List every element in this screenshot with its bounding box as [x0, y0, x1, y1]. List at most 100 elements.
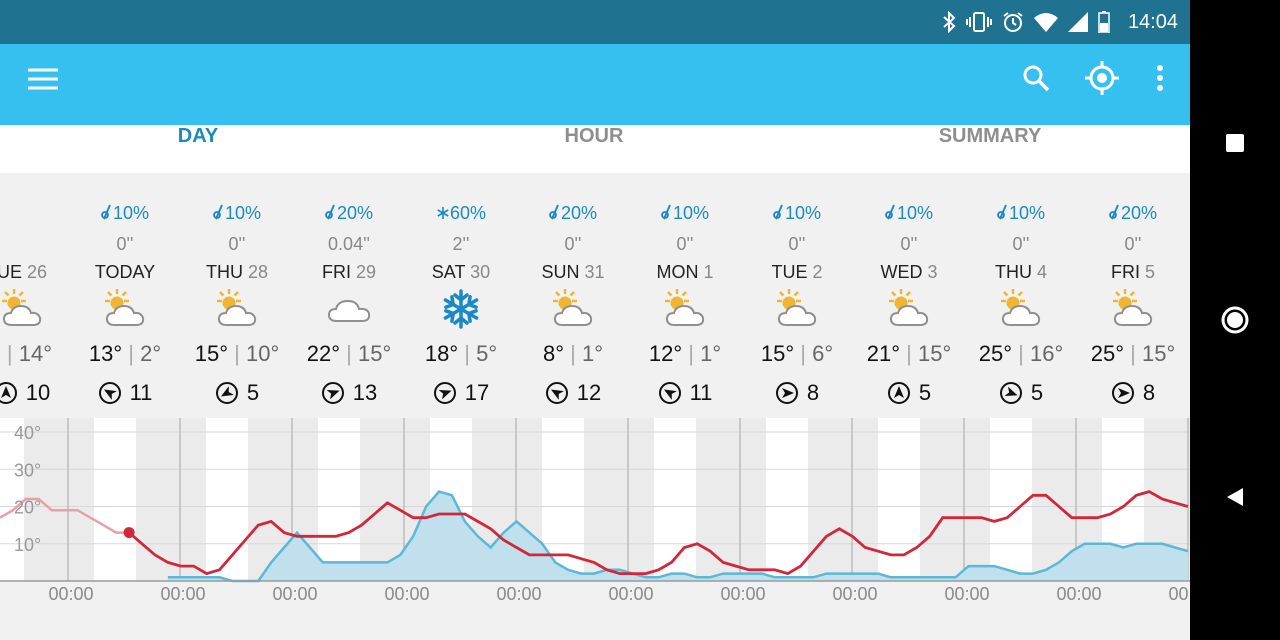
search-button[interactable]	[1016, 58, 1056, 98]
partly-cloudy-icon	[1109, 287, 1157, 331]
precip-amount: 0''	[900, 234, 918, 254]
vibrate-icon	[965, 11, 992, 33]
day-label: MON 1	[629, 262, 741, 283]
day-label: FRI 29	[293, 262, 405, 283]
partly-cloudy-icon	[549, 287, 597, 331]
day-name: MON	[656, 262, 699, 282]
wind-direction-icon	[321, 381, 345, 405]
wind-info: 5	[181, 380, 293, 406]
temp-low: 15°	[1141, 341, 1176, 366]
precip-amount: 0''	[1012, 234, 1030, 254]
x-tick-label: 00:00	[944, 584, 989, 604]
temp-low: 15°	[357, 341, 392, 366]
precip-chance-value: 10%	[784, 203, 822, 223]
cloudy-icon	[325, 287, 373, 331]
precip-chance-value: 20%	[336, 203, 374, 223]
more-options-button[interactable]	[1148, 58, 1172, 98]
temp-range: 21° | 15°	[853, 341, 965, 367]
y-tick-label: 20°	[14, 498, 41, 518]
wind-direction-icon	[0, 381, 18, 405]
partly-cloudy-icon	[997, 287, 1045, 331]
locate-button[interactable]	[1082, 58, 1122, 98]
day-name: TODAY	[94, 262, 156, 282]
temp-low: 14°	[18, 341, 53, 366]
app-bar	[0, 44, 1190, 125]
partly-cloudy-icon	[0, 287, 46, 331]
temp-low: 5°	[476, 341, 498, 366]
y-tick-label: 30°	[14, 460, 41, 480]
wind-direction-icon	[1111, 381, 1135, 405]
partly-cloudy-icon	[213, 287, 261, 331]
precip-chance-value: 10%	[1008, 203, 1046, 223]
home-button[interactable]	[1215, 300, 1255, 340]
temp-low: 1°	[700, 341, 722, 366]
day-label: THU 28	[181, 262, 293, 283]
temp-high: 8°	[542, 341, 565, 366]
day-number: 1	[703, 262, 714, 282]
menu-button[interactable]	[26, 62, 60, 96]
precip-chance: 20%	[517, 203, 629, 224]
day-number: 29	[355, 262, 377, 282]
night-band	[584, 418, 654, 581]
temp-high: 25°	[978, 341, 1013, 366]
precip-chance-value: 20%	[1120, 203, 1158, 223]
day-name: THU	[994, 262, 1032, 282]
precip-amount: 0''	[788, 234, 806, 254]
temp-high: 21°	[866, 341, 901, 366]
wind-speed: 5	[918, 380, 932, 405]
precip-amount: 0''	[116, 234, 134, 254]
day-name: WED	[880, 262, 923, 282]
precip-chance: 10%	[965, 203, 1077, 224]
wind-direction-icon	[545, 381, 569, 405]
rain-drop-icon	[1109, 203, 1121, 223]
day-name: FRI	[321, 262, 351, 282]
wind-direction-icon	[98, 381, 122, 405]
wind-speed: 8	[806, 380, 820, 405]
temp-high: 13°	[88, 341, 123, 366]
now-marker	[123, 527, 135, 539]
day-label: TODAY	[69, 262, 181, 283]
temp-low: 6°	[812, 341, 834, 366]
precip-amount: 0''	[1124, 234, 1142, 254]
wind-info: 17	[405, 380, 517, 406]
temp-range: 18° | 5°	[405, 341, 517, 367]
night-band	[808, 418, 878, 581]
wind-speed: 11	[129, 380, 153, 405]
rain-drop-icon	[997, 203, 1009, 223]
night-band	[136, 418, 206, 581]
recents-button[interactable]	[1215, 123, 1255, 163]
temp-divider: |	[900, 341, 918, 366]
rain-drop-icon	[325, 203, 337, 223]
wind-speed: 12	[576, 380, 602, 405]
temperature-line	[128, 490, 1189, 576]
bluetooth-icon	[942, 11, 956, 33]
precip-chance-value: 60%	[449, 203, 487, 223]
wind-direction-icon	[887, 381, 911, 405]
x-tick-label: 00:00	[608, 584, 653, 604]
wind-direction-icon	[658, 381, 682, 405]
wind-info: 8	[1077, 380, 1189, 406]
temp-divider: |	[458, 341, 477, 366]
wifi-icon	[1033, 12, 1058, 32]
tab-summary[interactable]: SUMMARY	[938, 125, 1042, 147]
tab-hour[interactable]: HOUR	[564, 125, 624, 147]
wind-speed: 17	[464, 380, 490, 405]
night-band	[920, 418, 990, 581]
snowflake-icon	[436, 203, 450, 223]
day-number: 31	[584, 262, 605, 282]
temp-low: 1°	[581, 341, 604, 366]
day-label: SAT 30	[405, 262, 517, 283]
night-band	[696, 418, 766, 581]
day-number: 26	[27, 262, 48, 282]
precip-amount: 0''	[564, 234, 582, 254]
temp-low: 16°	[1029, 341, 1064, 366]
partly-cloudy-icon	[885, 287, 933, 331]
rain-drop-icon	[549, 203, 561, 223]
temp-range: 13° | 2°	[69, 341, 181, 367]
partly-cloudy-icon	[773, 287, 821, 331]
back-button[interactable]	[1215, 477, 1255, 517]
wind-info: 5	[965, 380, 1077, 406]
temp-divider: |	[682, 341, 701, 366]
tab-day[interactable]: DAY	[177, 125, 219, 147]
